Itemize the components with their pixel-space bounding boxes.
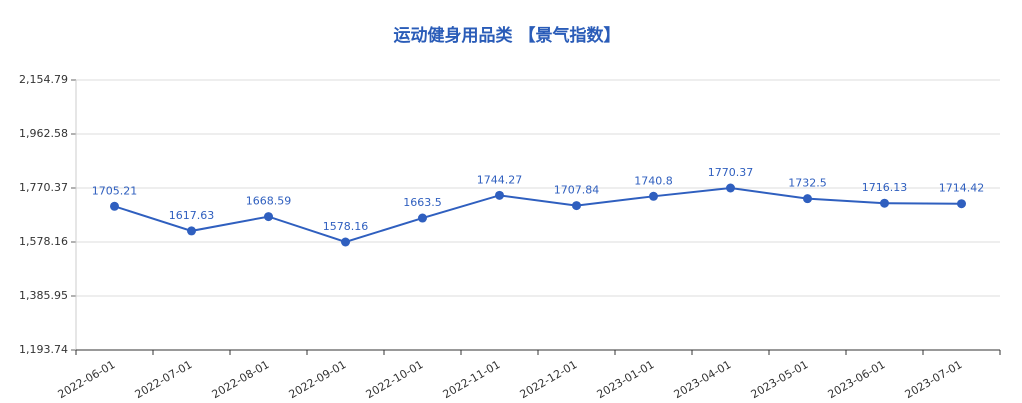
data-label: 1770.37 [708,166,754,179]
x-tick-label: 2023-05-01 [749,358,811,401]
data-label: 1617.63 [169,209,215,222]
point [880,198,889,208]
y-tick-label: 1,578.16 [19,235,68,248]
data-label: 1714.42 [939,182,985,195]
y-tick-label: 1,770.37 [19,181,68,194]
data-label: 1668.59 [246,195,292,208]
y-tick-label: 1,385.95 [19,289,68,302]
data-label: 1740.8 [634,174,673,187]
data-label: 1663.5 [403,196,442,209]
data-label: 1578.16 [323,220,369,233]
point [495,190,504,200]
x-tick-label: 2023-06-01 [826,358,888,401]
y-tick-label: 1,193.74 [19,343,68,356]
x-tick-label: 2023-04-01 [672,358,734,401]
x-tick-label: 2022-07-01 [133,358,195,401]
x-tick-label: 2022-11-01 [441,358,503,401]
x-tick-label: 2022-06-01 [56,358,118,401]
x-tick-label: 2022-09-01 [287,358,349,401]
x-tick-label: 2022-08-01 [210,358,272,401]
y-tick-label: 1,962.58 [19,127,68,140]
point [649,191,658,201]
data-label: 1716.13 [862,181,908,194]
point [264,212,273,222]
y-tick-label: 2,154.79 [19,73,68,86]
data-label: 1732.5 [788,177,827,190]
data-label: 1744.27 [477,173,523,186]
point [572,201,581,211]
data-label: 1707.84 [554,184,600,197]
point [110,201,119,211]
x-tick-label: 2022-12-01 [518,358,580,401]
data-label: 1705.21 [92,184,138,197]
x-tick-label: 2023-01-01 [595,358,657,401]
line [114,186,962,244]
x-tick-label: 2023-07-01 [903,358,965,401]
point [187,226,196,236]
point [803,194,812,204]
point [726,183,735,193]
x-tick-label: 2022-10-01 [364,358,426,401]
point [957,199,966,209]
point [418,213,427,223]
chart-title: 运动健身用品类 【景气指数】 [394,25,621,46]
point [341,237,350,247]
